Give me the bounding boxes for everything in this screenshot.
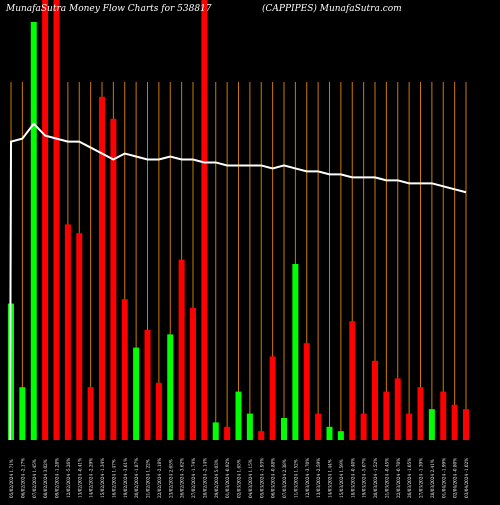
x-tick-label: 15/02/2024 -1.34% [100, 458, 105, 498]
money-flow-bar [360, 413, 367, 440]
money-flow-bar [303, 343, 310, 440]
money-flow-bar [235, 391, 242, 440]
x-tick-label: 01/03/2024 -0.92% [225, 458, 230, 498]
x-tick-label: 27/02/2024 -1.74% [191, 458, 196, 498]
money-flow-bar [428, 409, 435, 440]
x-tick-label: 18/03/2024 -0.40% [350, 458, 355, 498]
x-tick-label: 16/02/2024 1.47% [111, 459, 116, 498]
x-tick-label: 06/03/2024 -0.88% [271, 458, 276, 498]
money-flow-bar [53, 0, 60, 440]
money-flow-line [9, 122, 467, 441]
chart-subtitle: (CAPPIPES) MunafaSutra.com [262, 4, 402, 14]
x-tick-label: 08/02/2024 3.02% [43, 459, 48, 498]
money-flow-bar [451, 404, 458, 440]
money-flow-bar [315, 413, 322, 440]
x-tick-label: 20/02/2024 -1.87% [134, 458, 139, 498]
money-flow-bar [110, 118, 117, 441]
x-tick-label: 02/03/2024 1.65% [237, 459, 242, 498]
x-tick-label: 14/02/2024 -2.29% [89, 458, 94, 498]
x-tick-label: 19/02/2024 -3.61% [123, 458, 128, 498]
money-flow-bar [212, 422, 219, 440]
money-flow-bar [30, 22, 37, 440]
x-tick-label: 01/04/2024 -1.99% [441, 458, 446, 498]
money-flow-bar [64, 224, 71, 440]
money-flow-bar [201, 0, 208, 440]
money-flow-bar [440, 391, 447, 440]
x-tick-label: 04/03/2024 1.15% [248, 459, 253, 498]
money-flow-bar [258, 431, 265, 440]
x-tick-label: 28/02/2024 -2.14% [202, 458, 207, 498]
money-flow-line-group [9, 122, 467, 441]
x-tick-label: 05/03/2024 -1.93% [259, 458, 264, 498]
money-flow-bar [246, 413, 253, 440]
money-flow-bar [292, 264, 299, 440]
money-flow-bar [167, 334, 174, 440]
money-flow-bar [155, 382, 162, 440]
money-flow-bar [372, 360, 378, 440]
x-tick-label: 26/03/2024 -1.05% [407, 458, 412, 498]
money-flow-bar [121, 299, 128, 440]
x-tick-label: 05/02/2024 1.71% [9, 459, 14, 498]
x-tick-labels: 05/02/2024 1.71% 06/02/2024 -2.17% 07/02/2… [9, 458, 469, 498]
x-tick-label: 21/02/2024 1.22% [146, 459, 151, 498]
money-flow-bar [417, 387, 424, 440]
x-tick-label: 29/02/2024 5.03% [214, 459, 219, 498]
money-flow-bar [406, 413, 413, 440]
money-flow-bar [383, 391, 390, 440]
money-flow-bar [224, 426, 231, 440]
money-flow-bar [133, 347, 140, 440]
money-flow-bar [326, 426, 333, 440]
x-tick-label: 03/04/2024 -1.02% [464, 458, 469, 498]
money-flow-bar [394, 378, 401, 440]
money-flow-bar [281, 418, 287, 440]
money-flow-bar [190, 308, 196, 440]
chart-title: MunafaSutra Money Flow Charts for 538817 [6, 4, 212, 14]
money-flow-bar [463, 409, 469, 440]
money-flow-bar [42, 0, 49, 440]
x-tick-label: 22/03/2024 -0.70% [396, 458, 401, 498]
x-tick-label: 07/02/2024 1.45% [32, 459, 37, 498]
money-flow-bar [19, 387, 26, 440]
money-flow-bar [99, 96, 105, 441]
x-tick-label: 13/02/2024 -0.41% [77, 458, 82, 498]
x-tick-label: 14/03/2024 1.44% [328, 459, 333, 498]
money-flow-bar [349, 321, 356, 440]
x-tick-label: 06/02/2024 -2.17% [20, 458, 25, 498]
x-tick-label: 22/02/2024 -2.18% [157, 458, 162, 498]
money-flow-bar [144, 330, 151, 440]
x-tick-label: 07/03/2024 2.38% [282, 459, 287, 498]
x-tick-label: 26/02/2024 -3.62% [180, 458, 185, 498]
money-flow-bar [269, 356, 276, 440]
x-tick-label: 21/03/2024 -0.45% [384, 458, 389, 498]
money-flow-bar [76, 233, 83, 440]
x-tick-label: 12/02/2024 -5.26% [66, 458, 71, 498]
x-tick-label: 11/03/2024 1.52% [293, 459, 298, 498]
money-flow-bar [337, 431, 344, 440]
money-flow-bar [87, 387, 94, 440]
x-tick-label: 09/02/2024 -1.28% [55, 458, 60, 498]
x-tick-label: 27/03/2024 -1.39% [419, 458, 424, 498]
x-tick-label: 12/03/2024 -3.70% [305, 458, 310, 498]
x-tick-label: 28/03/2024 2.41% [430, 459, 435, 498]
x-tick-label: 15/03/2024 1.59% [339, 459, 344, 498]
money-flow-bar [178, 259, 185, 440]
x-tick-label: 23/02/2024 2.65% [168, 459, 173, 498]
x-tick-label: 02/04/2024 -0.80% [453, 458, 458, 498]
x-tick-label: 20/03/2024 -1.52% [373, 458, 378, 498]
x-tick-label: 19/03/2024 -5.07% [362, 458, 367, 498]
x-tick-label: 13/03/2024 -2.59% [316, 458, 321, 498]
